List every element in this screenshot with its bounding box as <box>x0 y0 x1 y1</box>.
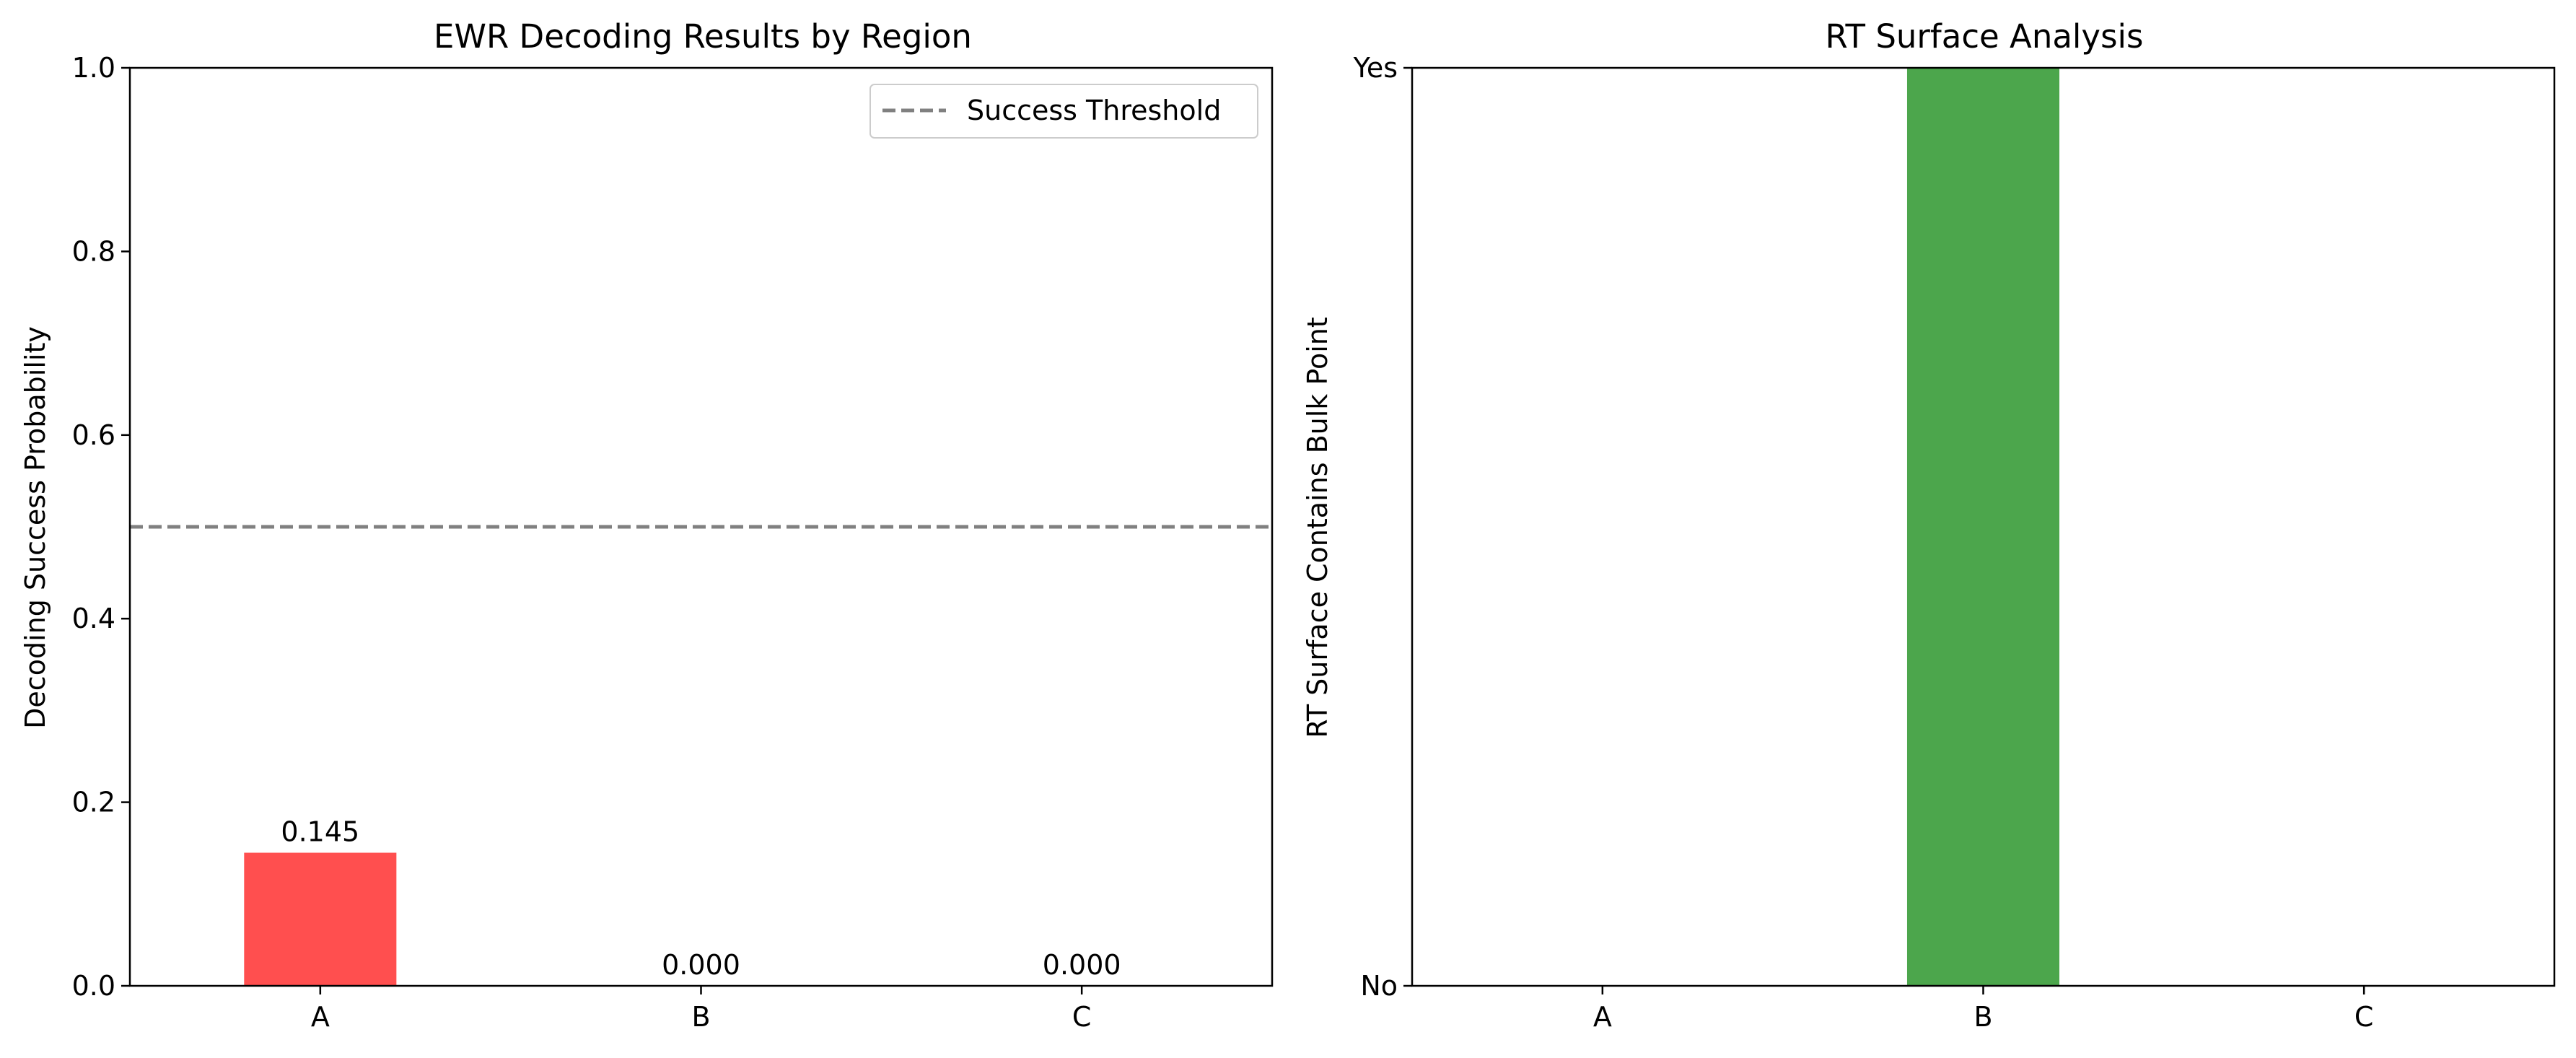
y-tick-label: 0.2 <box>72 787 115 818</box>
y-axis-label: Decoding Success Probability <box>19 326 51 729</box>
y-tick-label: 0.8 <box>72 235 115 267</box>
legend: Success Threshold <box>869 84 1258 139</box>
bar-b <box>1906 68 2060 986</box>
x-tick-label-b: B <box>1973 1001 1992 1033</box>
x-tick-label-c: C <box>1072 1001 1092 1033</box>
legend-frame <box>869 84 1258 139</box>
legend-entry-success-threshold: Success Threshold <box>967 95 1221 126</box>
decoding-results-chart: EWR Decoding Results by Region Decoding … <box>19 17 1274 1033</box>
y-tick-label: 0.0 <box>72 970 115 1002</box>
plot-area: 0.145 0.000 0.000 A B C 0.0 0.2 0.4 0.6 0.8 1.0 <box>72 52 1274 1033</box>
y-tick-label: 1.0 <box>72 52 115 84</box>
data-label-a: 0.145 <box>281 816 359 848</box>
rt-surface-chart: RT Surface Analysis RT Surface Contains … <box>1302 17 2556 1033</box>
y-tick-label: No <box>1360 970 1398 1002</box>
y-tick-label: 0.4 <box>72 603 115 634</box>
data-label-b: 0.000 <box>662 949 740 981</box>
y-tick-label: 0.6 <box>72 419 115 451</box>
chart-title: EWR Decoding Results by Region <box>434 17 972 56</box>
y-tick-label: Yes <box>1353 52 1398 84</box>
y-axis-label: RT Surface Contains Bulk Point <box>1302 317 1333 738</box>
x-tick-label-a: A <box>311 1001 330 1033</box>
x-tick-label-b: B <box>691 1001 710 1033</box>
x-tick-label-a: A <box>1593 1001 1612 1033</box>
data-label-c: 0.000 <box>1043 949 1121 981</box>
plot-area: A B C No Yes <box>1353 52 2556 1033</box>
x-tick-label-c: C <box>2354 1001 2374 1033</box>
chart-title: RT Surface Analysis <box>1826 17 2144 56</box>
bar-a <box>244 852 397 986</box>
